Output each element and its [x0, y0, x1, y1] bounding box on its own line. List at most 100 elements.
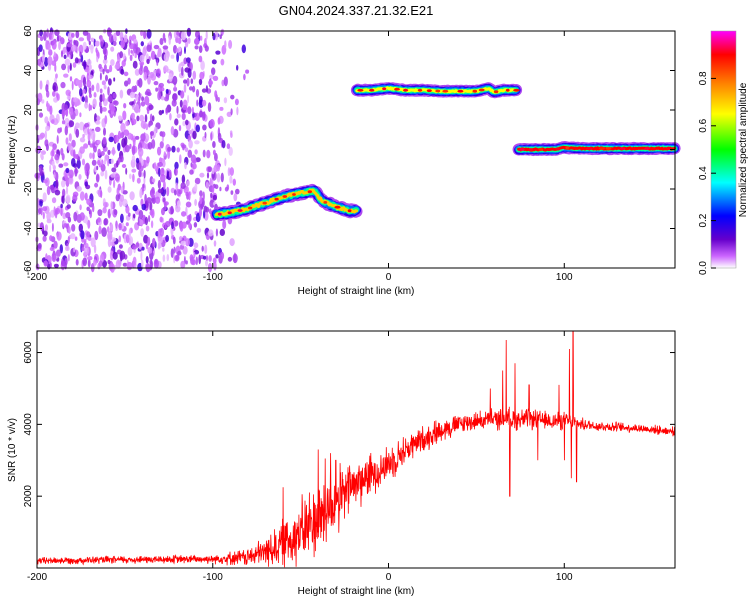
noise-speck: [42, 235, 47, 242]
noise-speck: [105, 74, 108, 82]
noise-speck: [157, 51, 160, 59]
noise-speck: [43, 260, 48, 267]
noise-speck: [82, 133, 85, 139]
noise-speck: [224, 157, 227, 167]
track-peak: [605, 147, 612, 150]
noise-speck: [66, 204, 71, 210]
noise-speck: [79, 204, 82, 211]
noise-speck: [70, 233, 76, 240]
x-tick-label: 100: [556, 272, 573, 283]
noise-speck: [96, 49, 99, 57]
noise-speck: [109, 208, 113, 215]
noise-speck: [87, 219, 91, 229]
noise-speck: [63, 162, 69, 167]
noise-speck: [51, 252, 57, 262]
noise-speck: [136, 177, 141, 184]
noise-speck: [212, 149, 216, 156]
noise-speck: [83, 238, 87, 244]
noise-speck: [193, 251, 196, 259]
noise-speck: [76, 186, 82, 192]
track-peak: [307, 190, 313, 194]
noise-speck: [181, 66, 184, 77]
noise-speck: [109, 105, 116, 112]
noise-speck: [213, 164, 218, 173]
noise-speck: [224, 40, 227, 49]
noise-speck: [164, 96, 169, 102]
noise-speck: [45, 125, 50, 132]
noise-speck: [152, 237, 156, 248]
noise-speck: [190, 78, 194, 85]
noise-speck: [140, 133, 146, 142]
track-peak: [442, 89, 449, 93]
noise-speck: [178, 125, 182, 132]
noise-speck: [174, 254, 180, 262]
noise-speck: [165, 88, 169, 94]
track-peak: [649, 147, 656, 150]
noise-speck: [198, 78, 203, 86]
noise-speck: [94, 113, 97, 123]
noise-speck: [173, 246, 176, 254]
noise-speck: [123, 103, 127, 109]
noise-speck: [209, 118, 215, 128]
noise-speck: [45, 84, 49, 93]
noise-speck: [132, 256, 137, 266]
noise-speck: [71, 44, 76, 52]
noise-speck: [123, 129, 130, 136]
noise-speck: [176, 30, 180, 36]
noise-speck: [180, 182, 186, 190]
y-tick-label: -60: [23, 260, 34, 275]
noise-speck: [143, 30, 147, 40]
noise-speck: [56, 93, 60, 101]
noise-speck: [62, 188, 66, 198]
noise-speck: [149, 201, 153, 212]
track-peak: [237, 209, 243, 212]
noise-speck: [114, 173, 120, 182]
noise-region: [34, 27, 250, 273]
noise-speck: [194, 140, 200, 145]
noise-speck: [186, 27, 192, 37]
noise-speck: [75, 122, 80, 129]
noise-speck: [160, 95, 165, 101]
noise-speck: [100, 41, 104, 48]
noise-speck: [139, 219, 144, 226]
noise-speck: [131, 145, 136, 156]
noise-speck: [121, 164, 127, 168]
noise-speck: [136, 115, 140, 122]
noise-speck: [69, 62, 72, 71]
noise-speck: [219, 106, 224, 111]
noise-speck: [101, 227, 107, 238]
noise-speck: [170, 205, 174, 215]
noise-speck: [52, 85, 56, 91]
noise-speck: [157, 162, 163, 167]
noise-speck: [88, 44, 95, 50]
noise-speck: [110, 173, 116, 178]
noise-speck: [72, 62, 77, 68]
noise-speck: [223, 97, 228, 104]
noise-speck: [128, 212, 131, 217]
noise-speck: [123, 71, 129, 77]
noise-speck: [131, 155, 136, 163]
noise-speck: [144, 216, 148, 226]
noise-speck: [199, 172, 205, 178]
noise-speck: [192, 163, 197, 170]
y-tick-label: 60: [23, 25, 34, 37]
noise-speck: [151, 115, 155, 122]
noise-speck: [78, 223, 84, 233]
noise-speck: [82, 76, 87, 87]
colorbar-tick-label: 0.2: [698, 213, 709, 227]
noise-speck: [103, 54, 108, 61]
noise-speck: [213, 240, 217, 247]
y-tick-label: 4000: [23, 413, 34, 436]
colorbar: 0.0 0.2 0.4 0.6 0.8 Normalized spectral ampl…: [698, 30, 749, 275]
noise-speck: [58, 163, 64, 168]
noise-speck: [164, 201, 167, 211]
track-peak: [334, 205, 341, 209]
noise-speck: [200, 60, 205, 71]
noise-speck: [172, 236, 176, 245]
noise-speck: [39, 222, 44, 232]
noise-speck: [199, 190, 203, 197]
noise-speck: [122, 53, 126, 60]
y-tick-label: 40: [23, 65, 34, 77]
noise-speck: [232, 178, 236, 186]
noise-speck: [143, 176, 146, 185]
